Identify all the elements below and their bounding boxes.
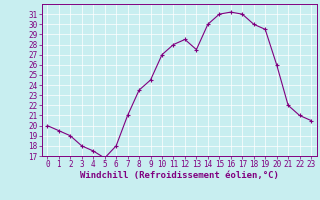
X-axis label: Windchill (Refroidissement éolien,°C): Windchill (Refroidissement éolien,°C) <box>80 171 279 180</box>
